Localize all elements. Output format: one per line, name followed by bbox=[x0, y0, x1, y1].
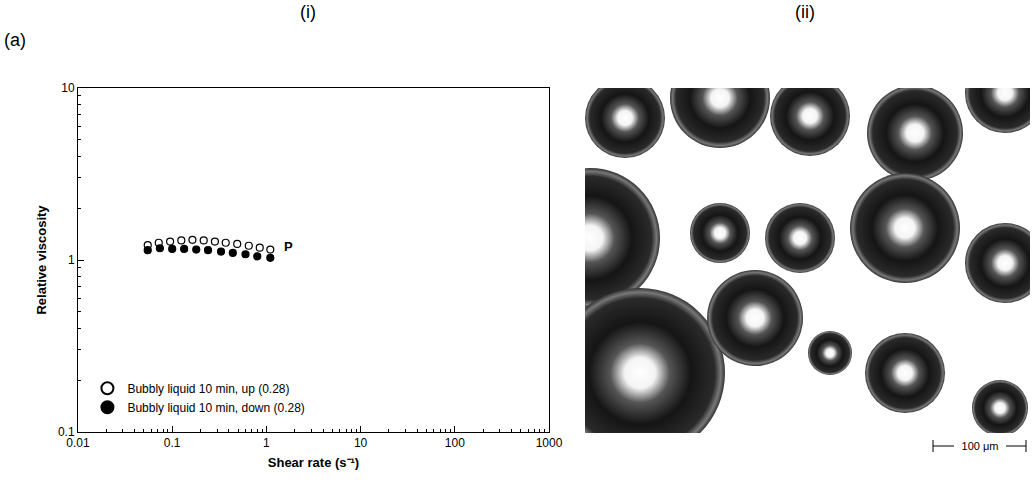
svg-text:1000: 1000 bbox=[536, 436, 563, 450]
html-text:(a): (a) bbox=[4, 30, 26, 50]
svg-text:Relative viscosity: Relative viscosity bbox=[34, 205, 49, 315]
svg-text:10: 10 bbox=[61, 81, 75, 95]
svg-text:Shear rate (s⁻¹): Shear rate (s⁻¹) bbox=[268, 455, 359, 470]
svg-text:1: 1 bbox=[263, 436, 270, 450]
svg-text:1: 1 bbox=[68, 253, 75, 267]
svg-text:Bubbly liquid 10 min, down (0.: Bubbly liquid 10 min, down (0.28) bbox=[127, 401, 304, 415]
html-text:(ii): (ii) bbox=[795, 2, 815, 22]
svg-text:0.01: 0.01 bbox=[66, 436, 90, 450]
svg-text:10: 10 bbox=[354, 436, 368, 450]
svg-text:100: 100 bbox=[445, 436, 465, 450]
html-text:(i): (i) bbox=[300, 2, 316, 22]
svg-text:0.1: 0.1 bbox=[58, 425, 75, 439]
svg-text:100 μm: 100 μm bbox=[962, 440, 999, 452]
svg-text:P: P bbox=[284, 239, 293, 254]
svg-text:Bubbly liquid 10 min, up (0.28: Bubbly liquid 10 min, up (0.28) bbox=[127, 382, 289, 396]
svg-text:0.1: 0.1 bbox=[164, 436, 181, 450]
